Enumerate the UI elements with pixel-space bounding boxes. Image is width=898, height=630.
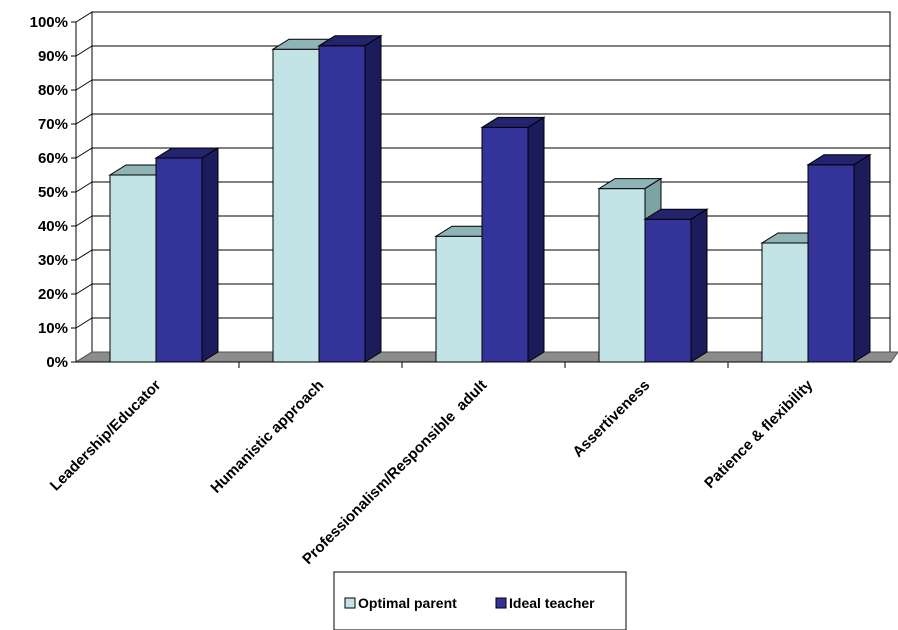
bar-front xyxy=(598,188,646,363)
bar-1-3 xyxy=(643,208,709,363)
y-tick-label: 10% xyxy=(38,320,68,337)
legend-swatch-ideal-teacher xyxy=(495,597,507,609)
gridline-side xyxy=(75,215,93,227)
bar-side xyxy=(201,147,219,363)
bar-1-4 xyxy=(806,153,872,363)
y-tick-label: 90% xyxy=(38,48,68,65)
x-category-label: Professionalism/Responsible adult xyxy=(299,377,490,568)
y-tick-label: 100% xyxy=(30,14,68,31)
bar-side xyxy=(527,116,545,363)
x-category-label: Humanistic approach xyxy=(207,377,327,497)
bar-front xyxy=(435,235,483,363)
legend-label-ideal-teacher: Ideal teacher xyxy=(509,595,595,611)
bar-side xyxy=(364,34,382,363)
legend-swatch-optimal-parent xyxy=(344,597,356,609)
legend-box xyxy=(333,571,627,630)
gridline-side xyxy=(75,283,93,295)
x-category-label: Patience & flexibility xyxy=(701,376,817,492)
y-tick-label: 20% xyxy=(38,286,68,303)
y-tick-label: 30% xyxy=(38,252,68,269)
bar-1-1 xyxy=(317,34,383,363)
gridline-side xyxy=(75,113,93,125)
gridline-side xyxy=(75,147,93,159)
gridline-side xyxy=(75,11,93,23)
gridline-side xyxy=(75,181,93,193)
bar-front xyxy=(481,126,529,363)
legend-label-optimal-parent: Optimal parent xyxy=(358,595,457,611)
bar-front xyxy=(318,45,366,363)
gridline-side xyxy=(75,45,93,57)
bar-front xyxy=(272,48,320,363)
gridline-side xyxy=(75,317,93,329)
bar-front xyxy=(644,218,692,363)
legend: Optimal parent Ideal teacher xyxy=(333,571,627,630)
bar-front xyxy=(155,157,203,363)
y-tick-label: 60% xyxy=(38,150,68,167)
bar-1-2 xyxy=(480,116,546,363)
y-tick-label: 0% xyxy=(46,354,68,371)
bar-front xyxy=(761,242,809,363)
x-category-label: Assertiveness xyxy=(569,377,653,461)
gridline-side xyxy=(75,79,93,91)
y-tick-label: 80% xyxy=(38,82,68,99)
bar-front xyxy=(109,174,157,363)
bar-side xyxy=(690,208,708,363)
y-tick-label: 40% xyxy=(38,218,68,235)
bar-front xyxy=(807,164,855,363)
y-tick-label: 70% xyxy=(38,116,68,133)
x-category-label: Leadership/Educator xyxy=(47,377,165,495)
y-tick-label: 50% xyxy=(38,184,68,201)
bar-side xyxy=(853,153,871,363)
bars xyxy=(108,34,872,363)
gridline-side xyxy=(75,249,93,261)
bar-1-0 xyxy=(154,147,220,363)
